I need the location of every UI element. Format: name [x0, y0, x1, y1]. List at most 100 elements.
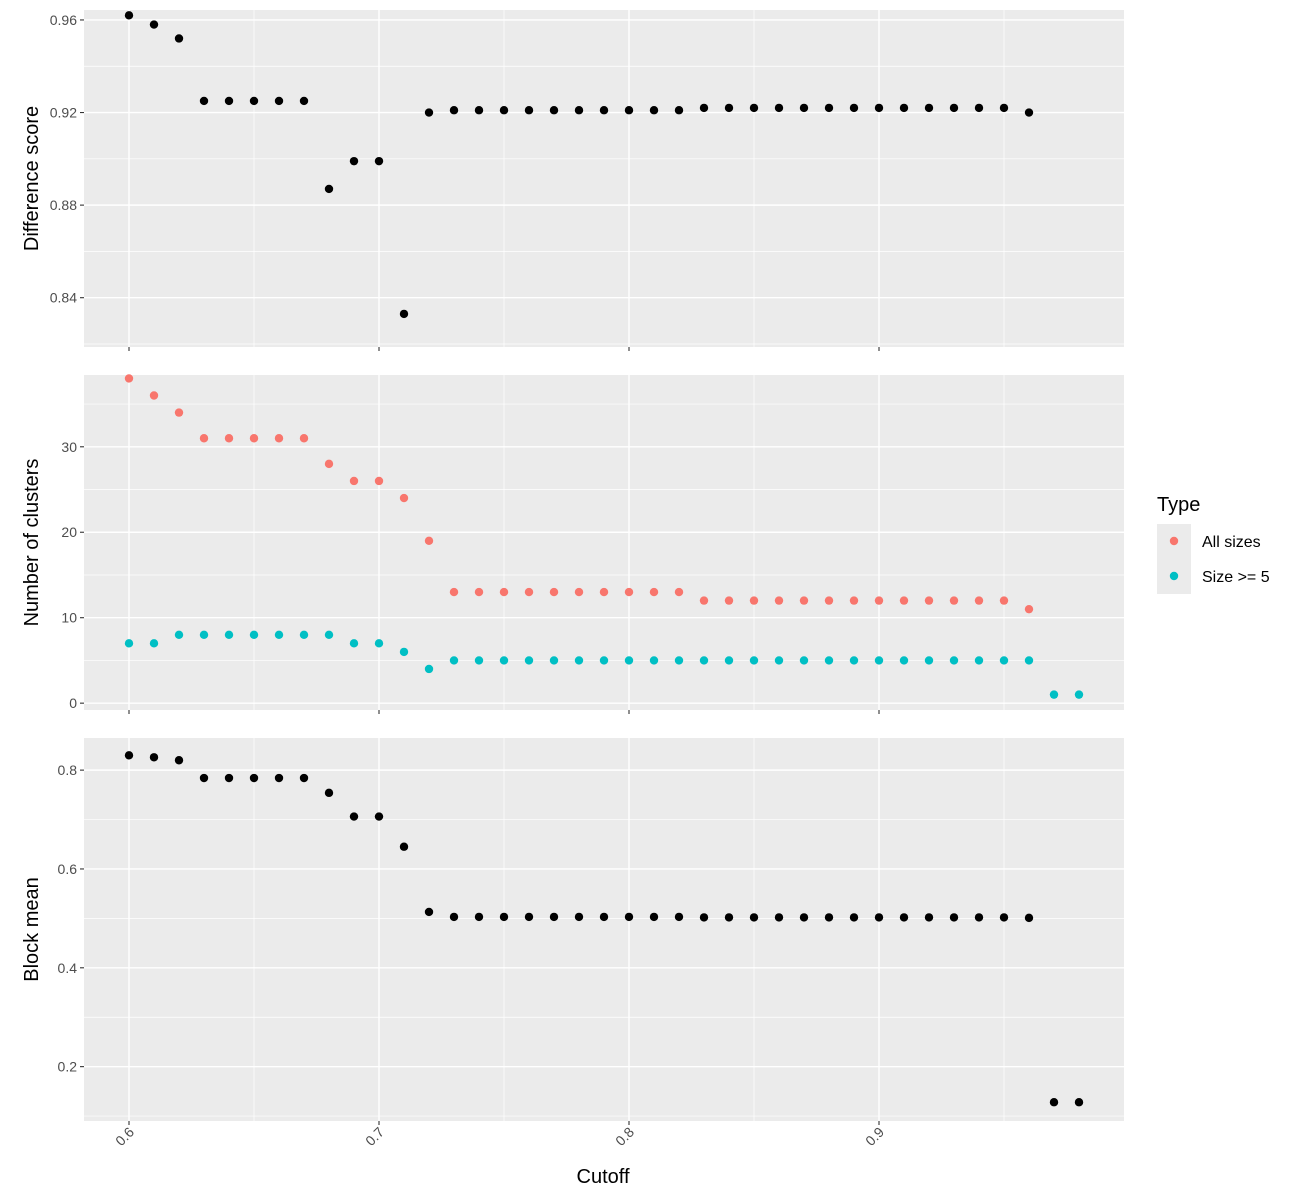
data-point [474, 106, 484, 115]
data-point [749, 103, 759, 113]
data-point [424, 536, 434, 545]
data-point [149, 639, 159, 648]
data-point [1049, 1098, 1059, 1107]
data-point [499, 912, 509, 922]
data-point [649, 587, 659, 597]
data-point [699, 103, 709, 113]
data-point [749, 656, 759, 665]
data-point [899, 913, 909, 922]
data-point [224, 96, 234, 106]
data-point [624, 106, 634, 115]
data-point [174, 408, 184, 417]
data-point [274, 96, 284, 106]
data-point [674, 912, 684, 922]
data-point [624, 656, 634, 665]
x-axis: 0.6 0.7 0.8 0.9 [112, 1124, 887, 1149]
legend-key-background [1157, 524, 1191, 594]
data-point [824, 656, 834, 665]
y-tick-label: 10 [61, 610, 77, 626]
legend: Type All sizes Size >= 5 [1157, 494, 1270, 594]
data-point [374, 812, 384, 821]
data-point [174, 34, 184, 43]
data-point [599, 106, 609, 115]
data-point [999, 103, 1009, 113]
data-point [749, 913, 759, 922]
data-point [174, 756, 184, 765]
data-point [999, 913, 1009, 922]
data-point [424, 664, 434, 674]
data-point [749, 596, 759, 605]
data-point [1024, 108, 1034, 117]
x-tick-label: 0.8 [612, 1124, 637, 1149]
data-point [299, 434, 309, 443]
panel-background [84, 375, 1124, 710]
data-point [699, 913, 709, 922]
data-point [674, 587, 684, 597]
data-point [724, 913, 734, 922]
data-point [774, 656, 784, 665]
panel-background [84, 10, 1124, 347]
data-point [874, 913, 884, 922]
x-tick-label: 0.7 [362, 1124, 387, 1149]
data-point [1024, 913, 1034, 923]
data-point [349, 812, 359, 821]
data-point [399, 493, 409, 503]
data-point [974, 656, 984, 665]
data-point [274, 434, 284, 443]
legend-label-all-sizes: All sizes [1202, 534, 1261, 551]
data-point [774, 596, 784, 605]
data-point [849, 596, 859, 605]
y-axis-title: Difference score [21, 106, 43, 251]
data-point [524, 106, 534, 115]
data-point [524, 656, 534, 665]
data-point [299, 96, 309, 106]
data-point [374, 476, 384, 486]
data-point [774, 913, 784, 922]
data-point [1024, 656, 1034, 665]
data-point [899, 596, 909, 605]
data-point [1074, 1098, 1084, 1107]
data-point [524, 912, 534, 922]
y-tick-label: 0 [69, 695, 77, 711]
data-point [299, 773, 309, 783]
data-point [724, 103, 734, 113]
data-point [399, 309, 409, 319]
data-point [499, 587, 509, 597]
data-point [524, 587, 534, 597]
data-point [149, 753, 159, 762]
x-axis-title: Cutoff [577, 1166, 630, 1188]
y-axis-title: Number of clusters [21, 459, 43, 627]
data-point [574, 587, 584, 597]
data-point [874, 103, 884, 113]
data-point [224, 773, 234, 783]
data-point [324, 630, 334, 639]
data-point [574, 912, 584, 922]
y-axis-title: Block mean [21, 877, 43, 982]
data-point [224, 434, 234, 443]
data-point [949, 103, 959, 113]
data-point [274, 630, 284, 639]
data-point [124, 639, 134, 648]
data-point [424, 108, 434, 117]
data-point [799, 913, 809, 922]
data-point [149, 391, 159, 400]
data-point [924, 596, 934, 605]
data-point [324, 184, 334, 194]
data-point [374, 156, 384, 166]
data-point [199, 773, 209, 783]
data-point [1074, 690, 1084, 699]
x-tick-label: 0.9 [862, 1124, 887, 1149]
data-point [449, 656, 459, 665]
data-point [399, 842, 409, 851]
data-point [124, 11, 134, 20]
data-point [999, 656, 1009, 665]
data-point [924, 103, 934, 113]
data-point [549, 656, 559, 665]
data-point [674, 106, 684, 115]
data-point [949, 656, 959, 665]
data-point [349, 156, 359, 166]
data-point [474, 587, 484, 597]
data-point [774, 103, 784, 113]
data-point [199, 630, 209, 639]
